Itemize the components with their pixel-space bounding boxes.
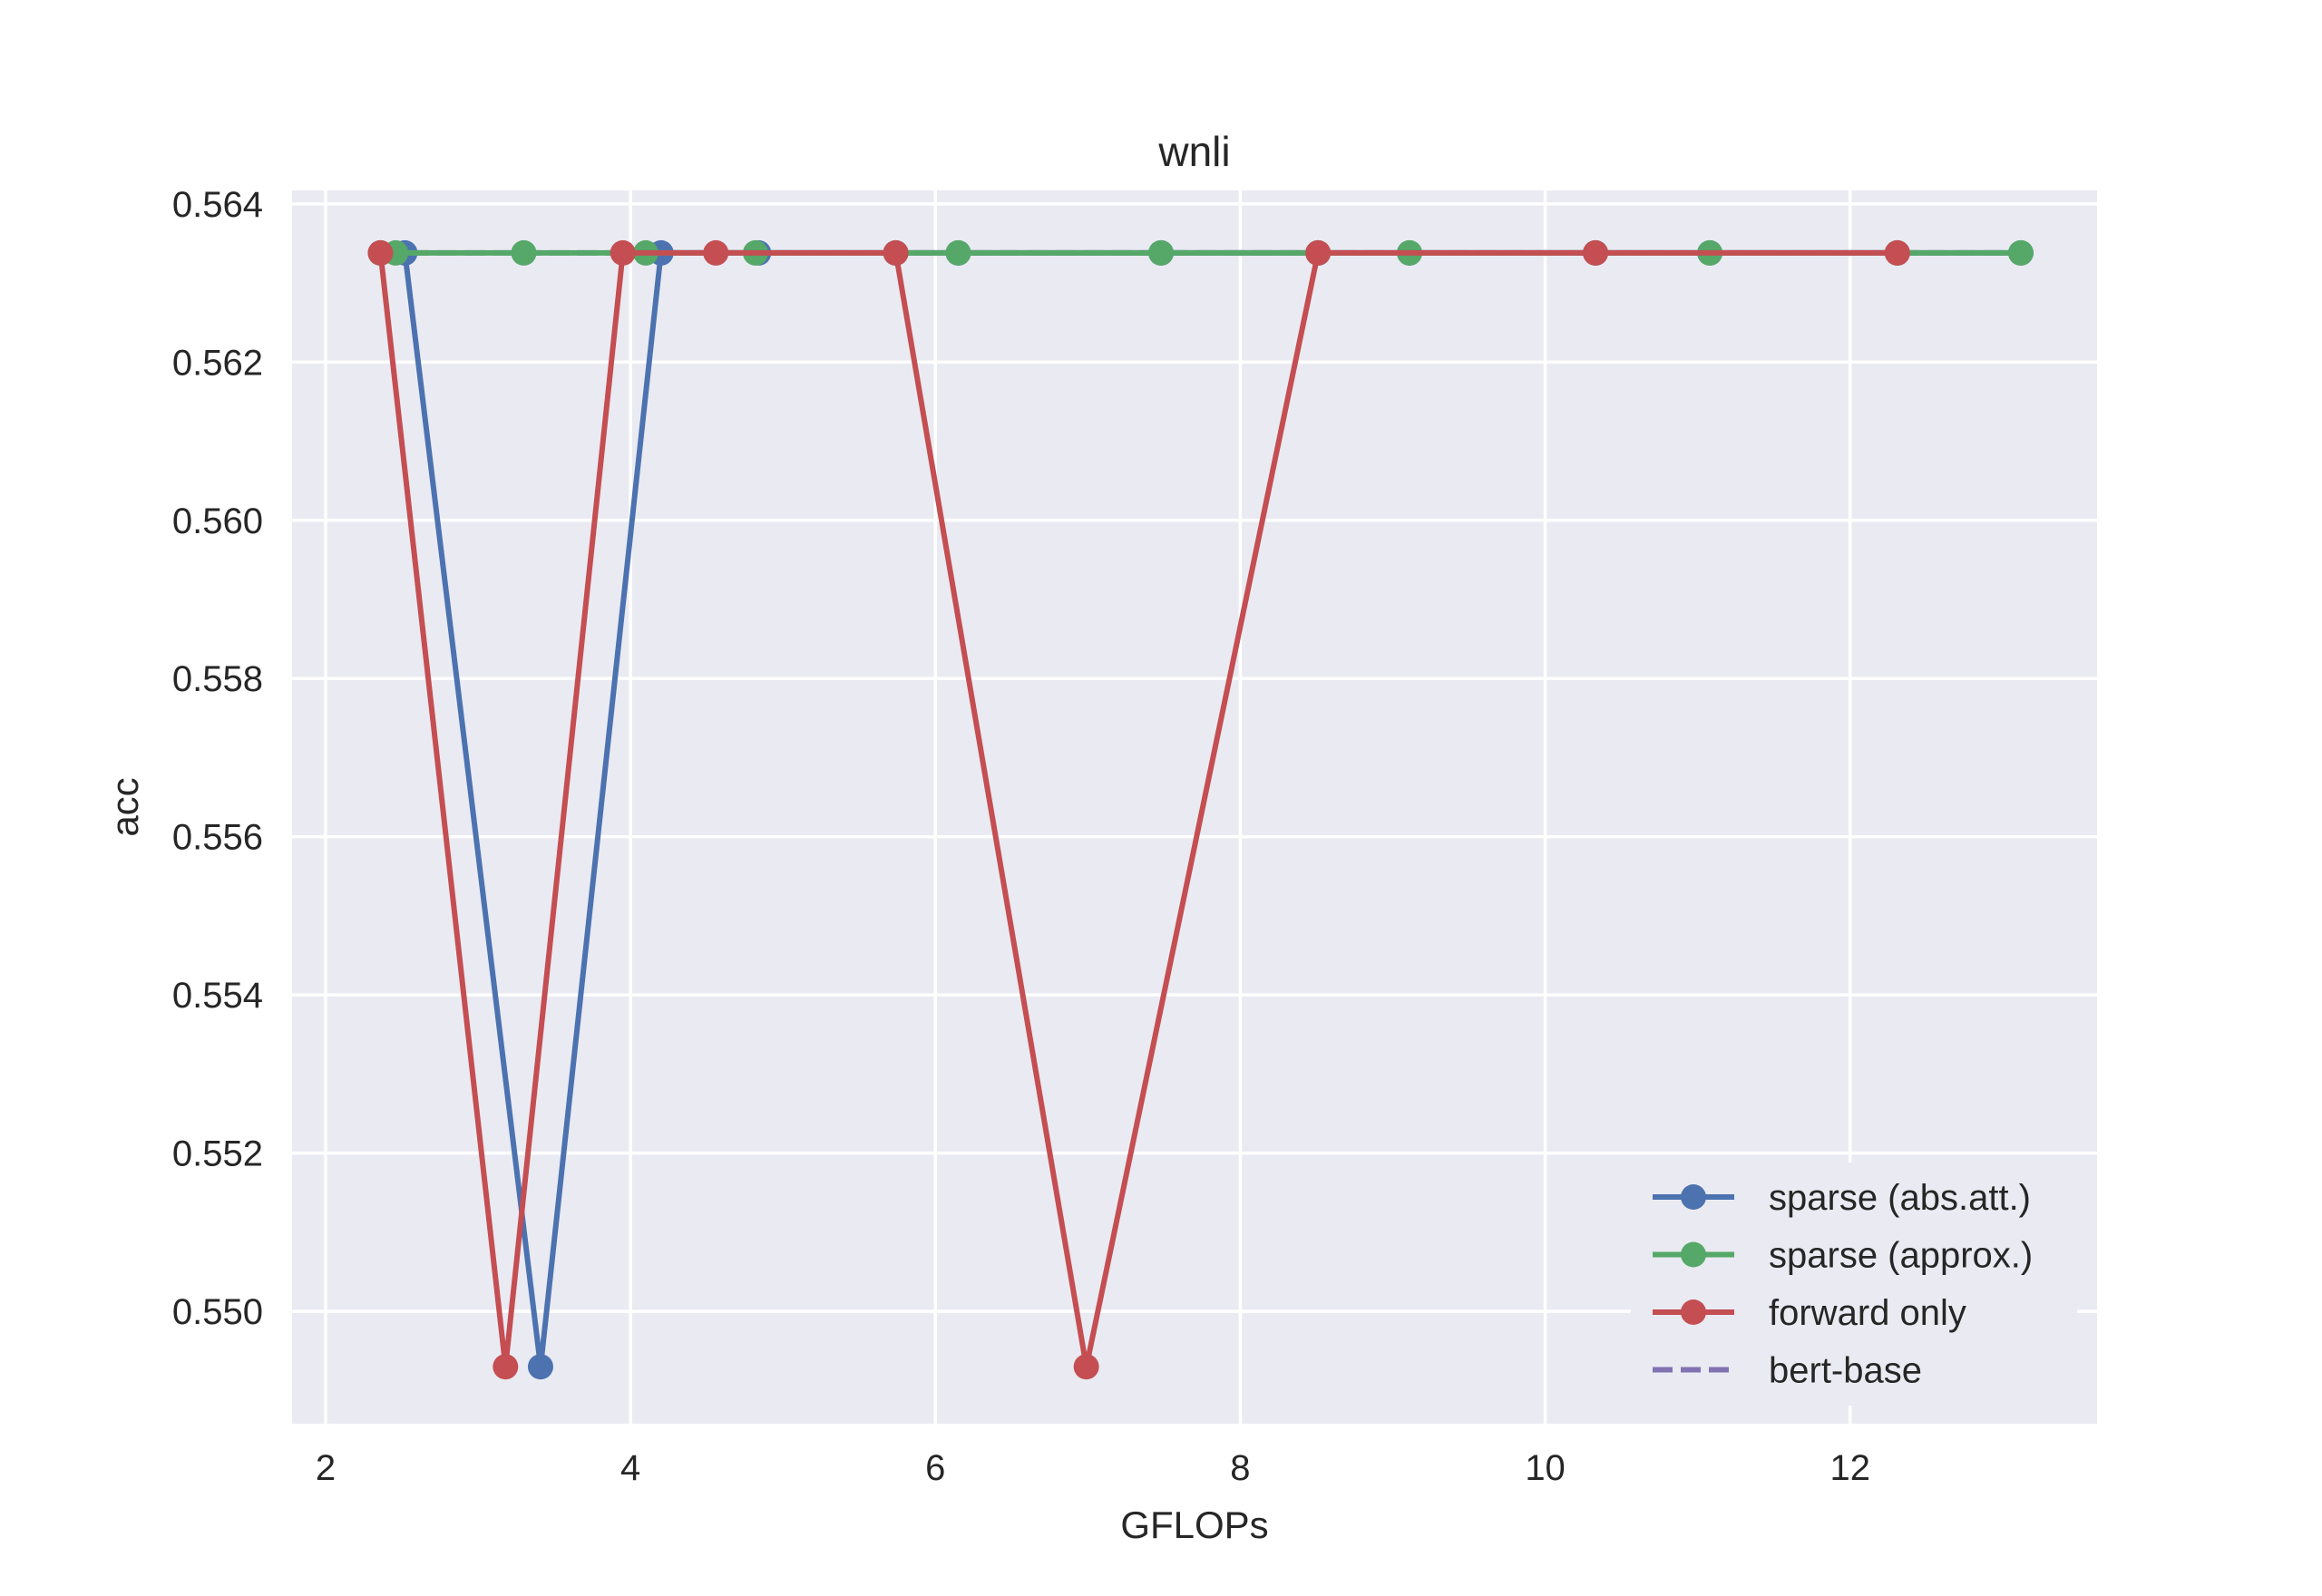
data-point-forward-only [1073,1354,1099,1380]
x-tick-labels: 2 4 6 8 10 12 [316,1448,1870,1488]
data-point-sparse-approx [2007,239,2034,266]
legend-label-forward-only: forward only [1769,1293,1966,1333]
data-point-forward-only [367,239,394,266]
y-tick-label: 0.550 [172,1292,263,1332]
data-point-forward-only [493,1354,519,1380]
x-tick-label: 12 [1829,1448,1870,1488]
data-point-forward-only [1583,239,1609,266]
x-tick-label: 8 [1230,1448,1250,1488]
data-point-forward-only [1884,239,1910,266]
y-tick-label: 0.560 [172,501,263,541]
y-tick-labels: 0.550 0.552 0.554 0.556 0.558 0.560 0.562 0.564 [172,185,263,1332]
chart-title: wnli [1157,128,1230,175]
data-point-forward-only [703,239,729,266]
y-tick-label: 0.564 [172,185,263,225]
y-tick-label: 0.554 [172,976,263,1016]
data-point-sparse-approx [1148,239,1175,266]
y-tick-label: 0.562 [172,343,263,383]
series-layer [367,239,2034,1380]
legend-label-sparse-approx: sparse (approx.) [1769,1236,2033,1276]
data-point-forward-only [1305,239,1332,266]
y-tick-label: 0.558 [172,659,263,699]
y-axis-label: acc [103,777,146,836]
data-point-forward-only [610,239,636,266]
x-tick-label: 4 [620,1448,640,1488]
x-tick-label: 2 [316,1448,336,1488]
x-axis-label: GFLOPs [1120,1504,1268,1546]
series-forward-only [367,239,1910,1380]
legend-label-sparse-abs-att: sparse (abs.att.) [1769,1178,2031,1218]
data-point-forward-only [883,239,909,266]
x-tick-label: 6 [925,1448,945,1488]
legend-marker-sparse-abs-att [1681,1184,1706,1210]
legend-marker-sparse-approx [1681,1241,1706,1268]
data-point-sparse-approx [511,239,537,266]
data-point-sparse-approx [945,239,971,266]
legend-label-bert-base: bert-base [1769,1351,1922,1391]
y-tick-label: 0.556 [172,818,263,858]
legend: sparse (abs.att.) sparse (approx.) forward… [1631,1163,2077,1406]
data-point-sparse-abs-att [527,1354,553,1380]
x-tick-label: 10 [1525,1448,1566,1488]
legend-marker-forward-only [1681,1299,1706,1325]
legend-box [1631,1163,2077,1406]
y-tick-label: 0.552 [172,1134,263,1174]
